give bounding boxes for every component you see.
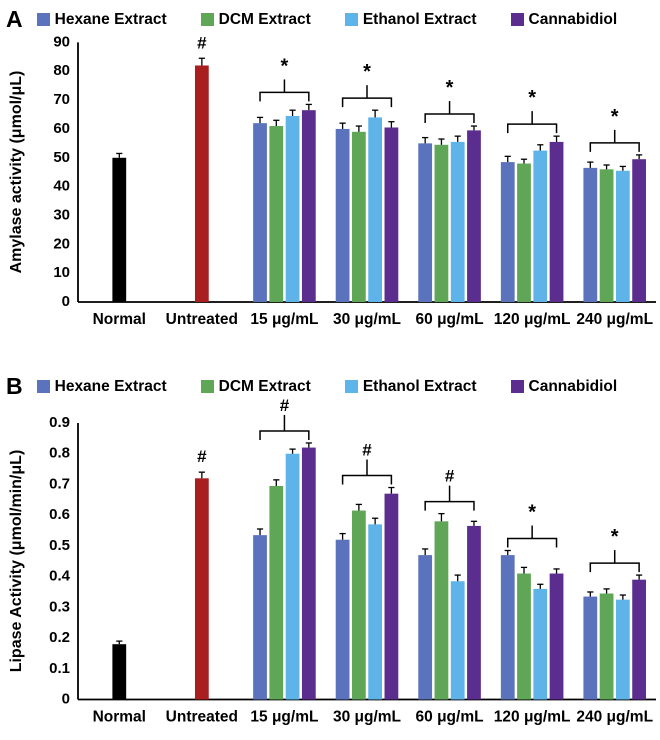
svg-text:0.6: 0.6 bbox=[49, 506, 70, 523]
svg-text:120 μg/mL: 120 μg/mL bbox=[494, 709, 571, 726]
svg-text:#: # bbox=[445, 467, 455, 486]
svg-text:15 μg/mL: 15 μg/mL bbox=[250, 311, 318, 328]
svg-text:*: * bbox=[611, 526, 619, 548]
svg-text:0.3: 0.3 bbox=[49, 598, 70, 615]
svg-text:0.8: 0.8 bbox=[49, 445, 70, 462]
svg-text:0: 0 bbox=[62, 293, 70, 310]
svg-text:70: 70 bbox=[53, 91, 70, 108]
svg-text:60: 60 bbox=[53, 120, 70, 137]
svg-text:0.1: 0.1 bbox=[49, 660, 70, 677]
svg-text:240 μg/mL: 240 μg/mL bbox=[576, 709, 653, 726]
svg-text:90: 90 bbox=[53, 33, 70, 50]
svg-text:Normal: Normal bbox=[93, 311, 146, 328]
svg-text:0: 0 bbox=[62, 691, 70, 708]
svg-text:*: * bbox=[528, 502, 536, 524]
svg-text:*: * bbox=[528, 87, 536, 109]
svg-text:240 μg/mL: 240 μg/mL bbox=[576, 311, 653, 328]
svg-text:0.2: 0.2 bbox=[49, 629, 70, 646]
svg-text:#: # bbox=[197, 447, 207, 466]
svg-text:60 μg/mL: 60 μg/mL bbox=[416, 311, 484, 328]
svg-text:#: # bbox=[362, 441, 372, 460]
svg-text:Normal: Normal bbox=[93, 709, 146, 726]
svg-text:15 μg/mL: 15 μg/mL bbox=[250, 709, 318, 726]
svg-text:*: * bbox=[611, 106, 619, 128]
svg-text:40: 40 bbox=[53, 178, 70, 195]
svg-text:*: * bbox=[281, 55, 289, 77]
svg-text:0.4: 0.4 bbox=[49, 568, 71, 585]
svg-text:10: 10 bbox=[53, 264, 70, 281]
svg-text:Untreated: Untreated bbox=[166, 311, 238, 328]
svg-text:80: 80 bbox=[53, 62, 70, 79]
svg-text:30: 30 bbox=[53, 206, 70, 223]
svg-text:30 μg/mL: 30 μg/mL bbox=[333, 311, 401, 328]
svg-text:0.5: 0.5 bbox=[49, 537, 70, 554]
svg-text:0.7: 0.7 bbox=[49, 475, 70, 492]
svg-text:*: * bbox=[446, 77, 454, 99]
svg-text:30 μg/mL: 30 μg/mL bbox=[333, 709, 401, 726]
svg-text:*: * bbox=[363, 61, 371, 83]
svg-text:0.9: 0.9 bbox=[49, 414, 70, 431]
svg-text:60 μg/mL: 60 μg/mL bbox=[416, 709, 484, 726]
svg-text:Untreated: Untreated bbox=[166, 709, 238, 726]
svg-text:50: 50 bbox=[53, 149, 70, 166]
svg-text:20: 20 bbox=[53, 235, 70, 252]
svg-text:#: # bbox=[197, 33, 207, 52]
svg-text:120 μg/mL: 120 μg/mL bbox=[494, 311, 571, 328]
